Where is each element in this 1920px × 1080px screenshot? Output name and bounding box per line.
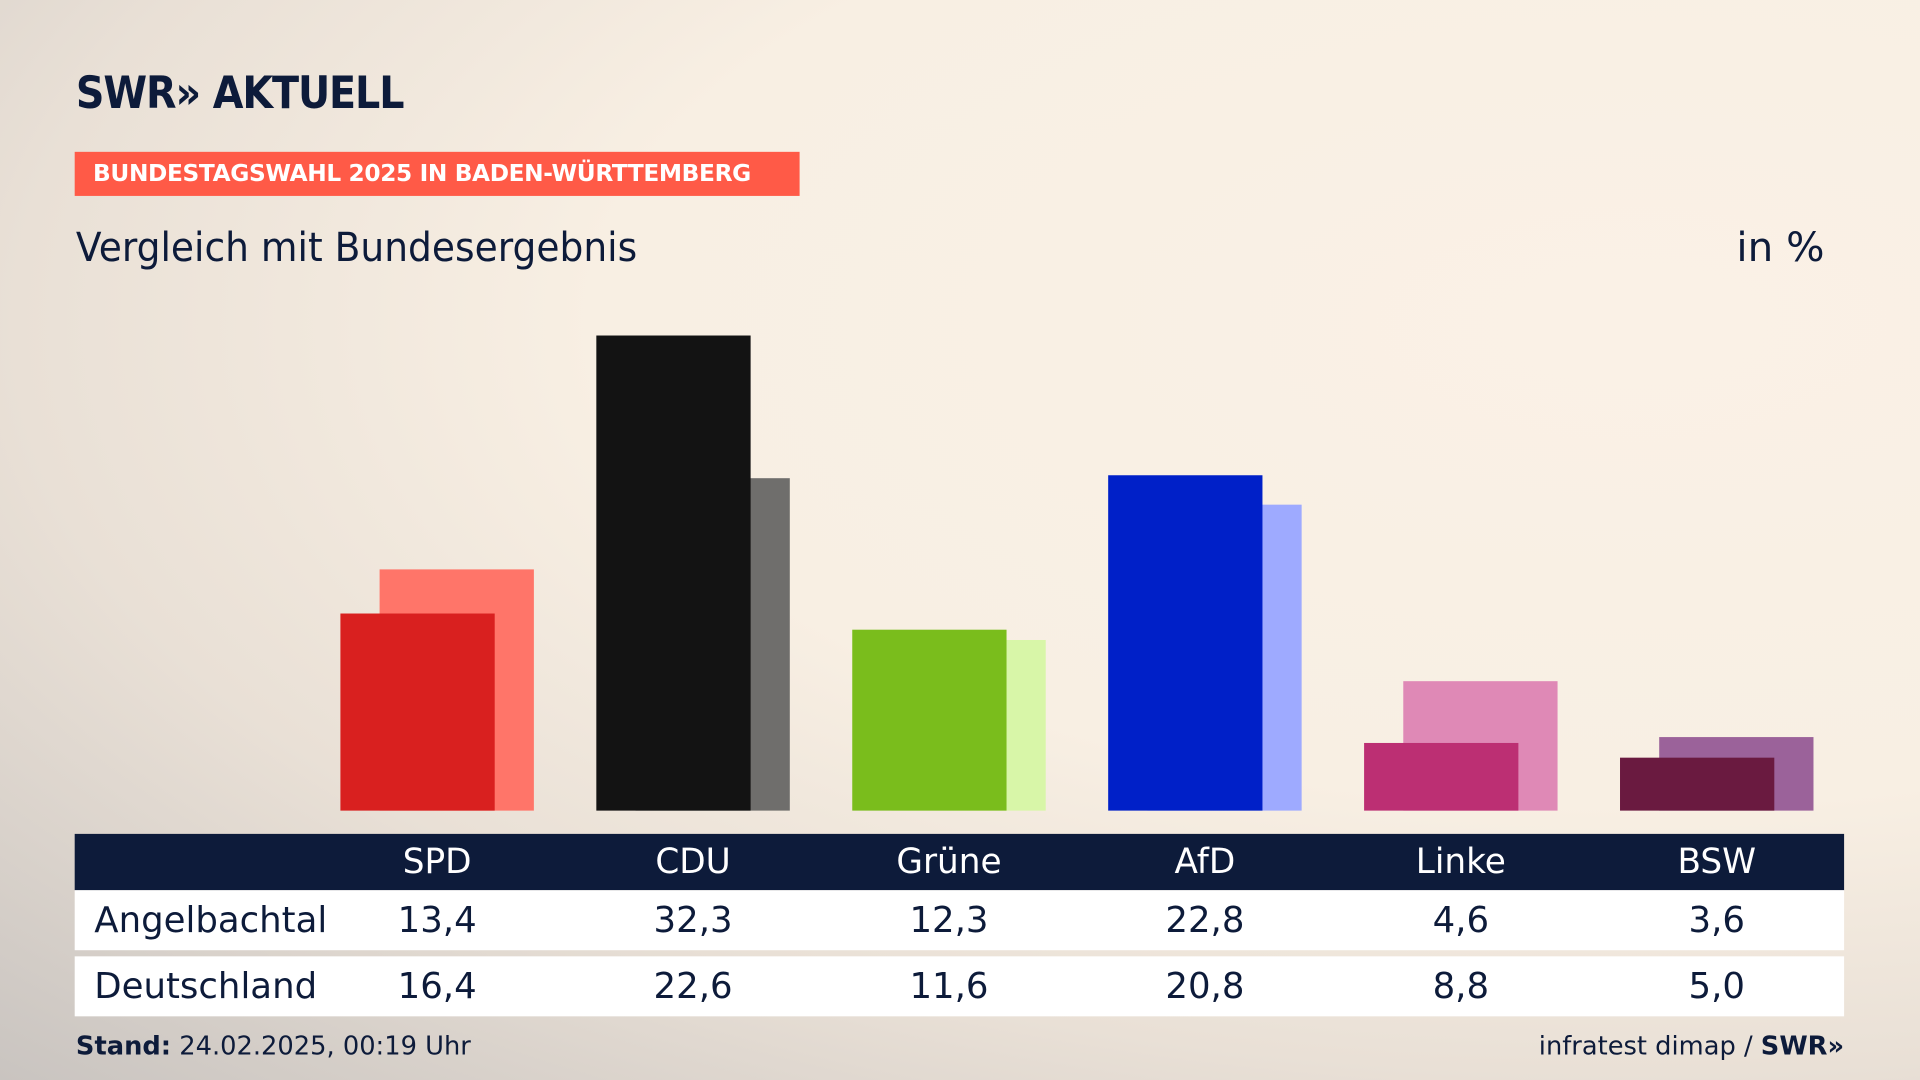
swr-aktuell-logo: SWR» AKTUELL: [75, 68, 405, 119]
stand-value: 24.02.2025, 00:19 Uhr: [171, 1031, 471, 1061]
column-header: Grüne: [896, 841, 1002, 882]
source-text: infratest dimap /: [1538, 1031, 1761, 1061]
value-label: 8,8: [1432, 964, 1490, 1007]
row-label: Angelbachtal: [94, 898, 328, 941]
bar-bsw-angelbachtal: [1620, 757, 1775, 811]
value-label: 3,6: [1688, 898, 1745, 941]
value-label: 12,3: [909, 898, 989, 941]
column-header: AfD: [1174, 841, 1236, 882]
chart-title: Vergleich mit Bundesergebnis: [75, 222, 638, 271]
value-label: 11,6: [909, 964, 989, 1007]
table-row-angelbachtal: Angelbachtal 13,4 32,3 12,3 22,8 4,6 3,6: [74, 890, 1845, 951]
value-label: 20,8: [1165, 964, 1245, 1007]
column-header: SPD: [402, 841, 472, 882]
bar-afd-angelbachtal: [1108, 475, 1263, 811]
value-label: 22,8: [1165, 898, 1245, 941]
value-label: 13,4: [397, 898, 477, 941]
stand-label: Stand:: [75, 1031, 172, 1061]
bar-cdu-angelbachtal: [596, 335, 751, 811]
unit-label: in %: [1736, 222, 1825, 271]
row-label: Deutschland: [94, 964, 318, 1007]
value-label: 16,4: [397, 964, 477, 1007]
column-header: BSW: [1677, 841, 1757, 882]
value-label: 22,6: [653, 964, 733, 1007]
table-header: SPD CDU Grüne AfD Linke BSW: [74, 833, 1845, 891]
value-label: 4,6: [1432, 898, 1490, 941]
column-header: Linke: [1415, 841, 1506, 882]
bar-linke-angelbachtal: [1364, 742, 1519, 811]
election-badge: BUNDESTAGSWAHL 2025 IN BADEN-WÜRTTEMBERG: [74, 151, 800, 196]
bar-spd-angelbachtal: [340, 613, 495, 811]
bar-grüne-angelbachtal: [852, 629, 1007, 811]
column-header: CDU: [655, 841, 731, 882]
table-row-deutschland: Deutschland 16,4 22,6 11,6 20,8 8,8 5,0: [74, 956, 1845, 1017]
swr-logo: SWR»: [1760, 1031, 1845, 1061]
value-label: 5,0: [1688, 964, 1745, 1007]
value-label: 32,3: [653, 898, 733, 941]
source: infratest dimap / SWR»: [1539, 1031, 1844, 1060]
timestamp: Stand: 24.02.2025, 00:19 Uhr: [76, 1031, 471, 1060]
